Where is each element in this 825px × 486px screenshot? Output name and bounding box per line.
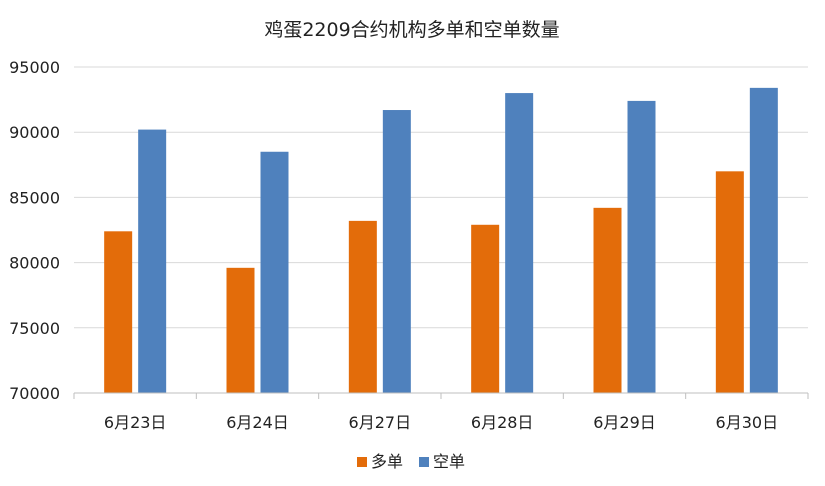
- x-axis-tick-labels: 6月23日 6月24日 6月27日 6月28日 6月29日 6月30日: [104, 413, 778, 432]
- bar-多单-6月29日: [593, 207, 622, 393]
- y-axis-tick-labels: 70000 75000 80000 85000 90000 95000: [9, 58, 60, 403]
- bar-空单-6月27日: [382, 110, 411, 394]
- legend-swatch: [357, 457, 367, 467]
- x-tick-label: 6月27日: [349, 413, 412, 432]
- bar-marks: [104, 87, 778, 394]
- y-tick-label: 80000: [9, 254, 60, 273]
- gridlines: [74, 66, 808, 329]
- bar-多单-6月23日: [104, 231, 133, 393]
- bar-空单-6月28日: [505, 93, 534, 393]
- bar-多单-6月24日: [226, 267, 255, 393]
- legend: 多单 空单: [357, 452, 465, 471]
- x-tick-label: 6月30日: [716, 413, 779, 432]
- y-tick-label: 90000: [9, 123, 60, 142]
- bar-多单-6月27日: [348, 220, 377, 393]
- bar-空单-6月24日: [260, 151, 289, 393]
- y-tick-label: 70000: [9, 384, 60, 403]
- bar-空单-6月29日: [627, 100, 656, 394]
- legend-swatch: [419, 457, 429, 467]
- y-tick-label: 85000: [9, 188, 60, 207]
- y-tick-label: 95000: [9, 58, 60, 77]
- x-tick-label: 6月29日: [593, 413, 656, 432]
- y-tick-label: 75000: [9, 319, 60, 338]
- x-tick-label: 6月24日: [226, 413, 289, 432]
- legend-label: 空单: [433, 452, 465, 471]
- bar-空单-6月23日: [138, 129, 167, 394]
- x-tick-label: 6月23日: [104, 413, 167, 432]
- bar-空单-6月30日: [749, 87, 778, 393]
- x-tick-label: 6月28日: [471, 413, 534, 432]
- x-axis: [73, 392, 809, 399]
- bar-多单-6月30日: [715, 171, 744, 393]
- legend-label: 多单: [371, 452, 403, 471]
- bar-多单-6月28日: [471, 224, 500, 393]
- chart-title: 鸡蛋2209合约机构多单和空单数量: [264, 19, 559, 41]
